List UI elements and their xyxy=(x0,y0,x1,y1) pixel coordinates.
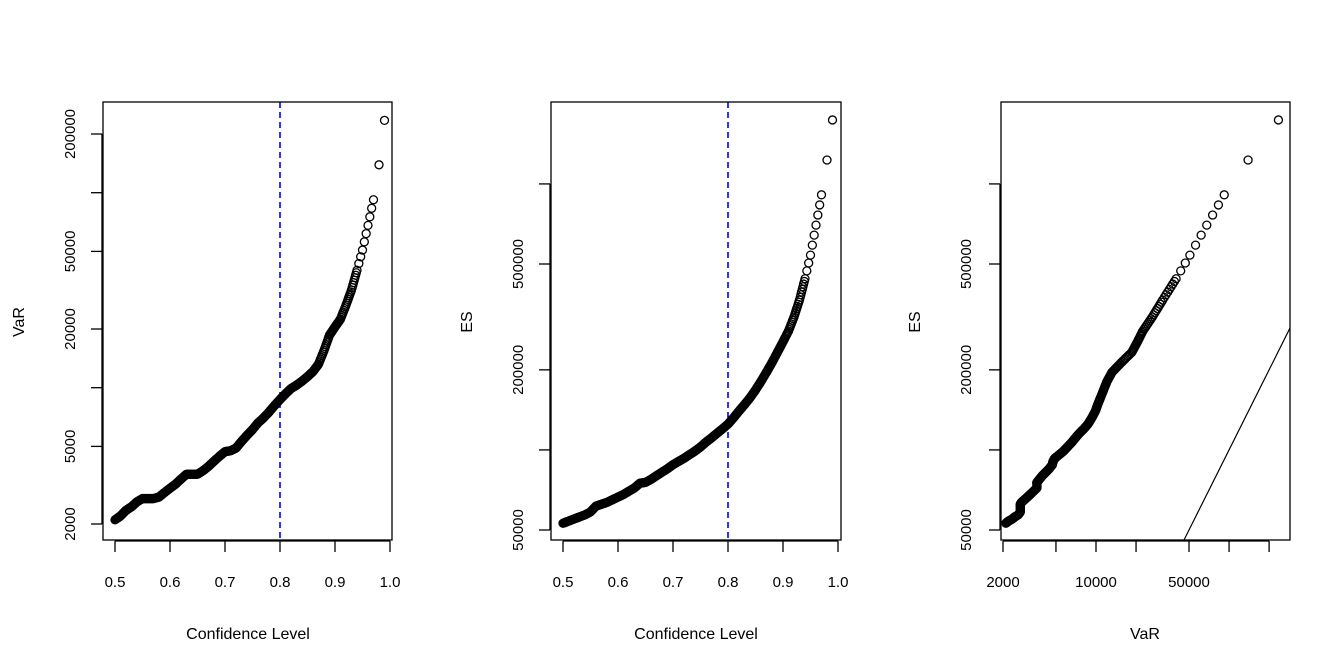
data-point xyxy=(1180,258,1190,268)
data-point xyxy=(1169,276,1180,287)
y-tick-label: 50000 xyxy=(510,509,527,551)
x-tick-label: 0.8 xyxy=(270,574,291,591)
data-point xyxy=(809,230,819,240)
y-tick-label: 200000 xyxy=(62,109,79,159)
y-tick-label: 500000 xyxy=(510,239,527,289)
data-point xyxy=(1213,200,1224,210)
x-tick-label: 50000 xyxy=(1168,574,1210,591)
data-point xyxy=(374,160,384,170)
y-axis-title: VaR xyxy=(11,307,28,337)
x-tick-label: 0.5 xyxy=(553,574,574,591)
data-point xyxy=(1207,210,1218,220)
x-tick-label: 0.7 xyxy=(663,574,684,591)
x-tick-label: 1.0 xyxy=(828,574,849,591)
data-point xyxy=(1243,155,1253,165)
y-tick-label: 20000 xyxy=(62,308,79,350)
data-point xyxy=(802,266,812,276)
data-point xyxy=(354,258,364,269)
plot-frame xyxy=(550,101,842,541)
data-point xyxy=(1273,115,1284,125)
data-point xyxy=(1185,250,1195,260)
data-point xyxy=(379,115,390,125)
data-point xyxy=(807,240,817,250)
x-axis-title: Confidence Level xyxy=(634,626,758,643)
x-tick-label: 2000 xyxy=(986,574,1019,591)
y-tick-label: 200000 xyxy=(510,345,527,395)
panel-var-vs-confidence: 0.5 0.6 0.7 0.8 0.9 1.0 2000 5000 20000 50000 2000… xyxy=(11,101,401,643)
plot-frame xyxy=(102,101,393,541)
data-point xyxy=(1196,230,1206,240)
x-axis-title: VaR xyxy=(1130,626,1160,643)
y-axis-title: ES xyxy=(459,311,476,332)
data-point xyxy=(352,265,362,275)
data-point xyxy=(1190,240,1201,250)
data-point xyxy=(365,212,375,222)
y-tick-label: 5000 xyxy=(62,430,79,463)
y-tick-label: 50000 xyxy=(958,509,975,551)
data-point xyxy=(363,220,373,231)
x-tick-label: 0.7 xyxy=(215,574,236,591)
data-point xyxy=(361,228,371,239)
data-point xyxy=(1171,274,1181,284)
data-point xyxy=(827,115,838,125)
plot-frame xyxy=(1000,101,1291,541)
panel-es-vs-confidence: 0.5 0.6 0.7 0.8 0.9 1.0 50000 200000 500000 Confi… xyxy=(459,101,849,643)
data-point xyxy=(811,220,821,230)
x-tick-label: 0.6 xyxy=(608,574,629,591)
data-point xyxy=(1202,220,1212,230)
data-point xyxy=(359,237,369,247)
data-point xyxy=(805,250,816,260)
x-tick-label: 0.9 xyxy=(325,574,346,591)
data-point xyxy=(816,190,827,200)
x-tick-label: 0.8 xyxy=(718,574,739,591)
plot-area xyxy=(558,102,838,540)
y-tick-label: 50000 xyxy=(62,231,79,273)
data-point xyxy=(368,195,379,205)
data-point xyxy=(813,210,823,220)
y-axis-title: ES xyxy=(907,311,924,332)
y-tick-label: 200000 xyxy=(958,345,975,395)
panel-es-vs-var: 2000 10000 50000 50000 200000 500000 VaR ES xyxy=(907,101,1291,643)
y-tick-label: 500000 xyxy=(958,239,975,289)
identity-line xyxy=(1183,327,1290,540)
x-tick-label: 0.9 xyxy=(773,574,794,591)
x-tick-label: 1.0 xyxy=(380,574,401,591)
data-point xyxy=(822,155,832,165)
y-tick-label: 2000 xyxy=(62,507,79,540)
plot-area xyxy=(110,102,390,540)
data-point xyxy=(1176,266,1186,276)
data-point xyxy=(367,203,377,213)
data-point xyxy=(815,200,825,210)
data-point xyxy=(1219,190,1229,200)
data-point xyxy=(804,258,814,268)
x-tick-label: 0.5 xyxy=(105,574,126,591)
x-tick-label: 0.6 xyxy=(160,574,181,591)
x-axis-title: Confidence Level xyxy=(186,626,310,643)
x-tick-label: 10000 xyxy=(1075,574,1117,591)
data-point xyxy=(1156,297,1167,307)
plot-area xyxy=(1001,115,1290,540)
data-point xyxy=(356,252,366,262)
